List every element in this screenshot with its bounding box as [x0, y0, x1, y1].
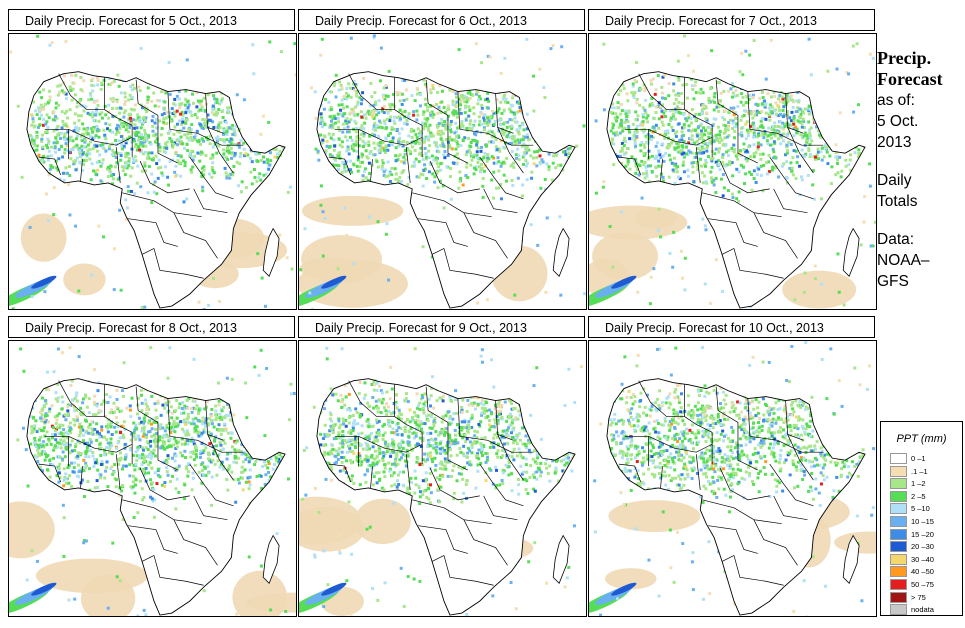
legend-swatch — [890, 465, 907, 477]
country-borders — [38, 380, 244, 586]
africa-landmass — [316, 378, 576, 616]
coastline — [316, 71, 576, 309]
forecast-panel: Daily Precip. Forecast for 7 Oct., 2013 — [588, 9, 877, 310]
daily-line-1: Daily — [877, 172, 912, 189]
asof-label: as of: — [877, 92, 915, 109]
precip-map — [298, 33, 587, 310]
legend-label: 15 –20 — [911, 529, 934, 539]
coastline — [606, 378, 866, 616]
legend-swatch — [890, 591, 907, 603]
legend-item: 0 –1 — [890, 453, 926, 464]
legend-item: 20 –30 — [890, 541, 934, 553]
legend-swatch — [890, 528, 907, 540]
forecast-panel: Daily Precip. Forecast for 8 Oct., 2013 — [8, 316, 297, 617]
legend-item: 5 –10 — [890, 503, 930, 515]
legend-label: .1 –1 — [911, 466, 928, 476]
madagascar — [552, 534, 570, 584]
forecast-panel: Daily Precip. Forecast for 9 Oct., 2013 — [298, 316, 587, 617]
legend-item: 15 –20 — [890, 528, 934, 540]
date-line-1: 5 Oct. — [877, 113, 919, 130]
legend-label: 50 –75 — [911, 580, 934, 589]
legend-swatch — [890, 490, 907, 502]
legend-label: 0 –1 — [911, 454, 926, 463]
forecast-panel: Daily Precip. Forecast for 6 Oct., 2013 — [298, 9, 587, 310]
legend-swatch — [890, 553, 907, 565]
legend-item: 2 –5 — [890, 490, 926, 502]
legend-label: 2 –5 — [911, 491, 926, 501]
panel-title: Daily Precip. Forecast for 6 Oct., 2013 — [298, 9, 585, 31]
legend-item: 1 –2 — [890, 478, 926, 490]
legend-label: nodata — [911, 605, 934, 615]
legend-swatch — [890, 453, 907, 464]
side-info: Precip. Forecast as of: 5 Oct. 2013 Dail… — [877, 48, 965, 292]
legend-item: .1 –1 — [890, 465, 928, 477]
legend-swatch — [890, 541, 907, 553]
madagascar — [842, 534, 860, 584]
legend-label: 20 –30 — [911, 542, 934, 552]
precip-map — [8, 340, 297, 617]
legend-title: PPT (mm) — [896, 433, 947, 445]
legend-label: 30 –40 — [911, 554, 934, 564]
data-line-3: GFS — [877, 273, 909, 290]
legend-label: 40 –50 — [911, 567, 934, 577]
madagascar — [262, 227, 280, 277]
madagascar — [842, 227, 860, 277]
madagascar — [552, 227, 570, 277]
legend-item: > 75 — [890, 591, 926, 603]
legend-swatch — [890, 503, 907, 515]
ocean-precip-layer — [9, 346, 296, 616]
ocean-precip-layer — [299, 346, 584, 616]
panel-title: Daily Precip. Forecast for 10 Oct., 2013 — [588, 316, 875, 338]
heading-line-2: Forecast — [877, 69, 943, 89]
country-borders — [618, 380, 824, 586]
country-borders — [618, 73, 824, 279]
precip-map — [588, 33, 877, 310]
panel-title: Daily Precip. Forecast for 5 Oct., 2013 — [8, 9, 295, 31]
legend-swatch — [890, 604, 907, 616]
legend-item: 10 –15 — [890, 516, 934, 527]
ppt-legend: PPT (mm) 0 –1 .1 –1 1 –2 2 –5 5 –10 10 –15 15 … — [880, 421, 963, 616]
legend-item: 40 –50 — [890, 566, 934, 578]
legend-item: 50 –75 — [890, 579, 934, 590]
coastline — [26, 378, 286, 616]
forecast-panel: Daily Precip. Forecast for 5 Oct., 2013 — [8, 9, 297, 310]
madagascar — [262, 534, 280, 584]
legend-swatch — [890, 516, 907, 527]
country-borders — [38, 73, 244, 279]
forecast-panel: Daily Precip. Forecast for 10 Oct., 2013 — [588, 316, 877, 617]
ocean-precip-layer — [589, 34, 876, 309]
legend-swatch — [890, 478, 907, 490]
africa-landmass — [316, 71, 576, 309]
panel-title: Daily Precip. Forecast for 7 Oct., 2013 — [588, 9, 875, 31]
legend-label: > 75 — [911, 592, 926, 602]
legend-label: 1 –2 — [911, 479, 926, 489]
heading-line-1: Precip. — [877, 48, 932, 68]
panel-title: Daily Precip. Forecast for 8 Oct., 2013 — [8, 316, 295, 338]
legend-swatch — [890, 579, 907, 590]
coastline — [606, 71, 866, 309]
panel-title: Daily Precip. Forecast for 9 Oct., 2013 — [298, 316, 585, 338]
legend-item: nodata — [890, 604, 934, 616]
data-line-1: Data: — [877, 231, 915, 248]
date-line-2: 2013 — [877, 134, 912, 151]
legend-label: 10 –15 — [911, 517, 934, 526]
legend-item: 30 –40 — [890, 553, 934, 565]
coastline — [316, 378, 576, 616]
coastline — [26, 71, 286, 309]
daily-line-2: Totals — [877, 193, 918, 210]
country-borders — [328, 73, 534, 279]
precip-map — [588, 340, 877, 617]
precip-map — [298, 340, 587, 617]
ocean-precip-layer — [299, 34, 586, 309]
country-borders — [328, 380, 534, 586]
legend-swatch — [890, 566, 907, 578]
data-line-2: NOAA– — [877, 252, 930, 269]
legend-label: 5 –10 — [911, 504, 930, 514]
africa-landmass — [606, 71, 866, 309]
precip-map — [8, 33, 297, 310]
